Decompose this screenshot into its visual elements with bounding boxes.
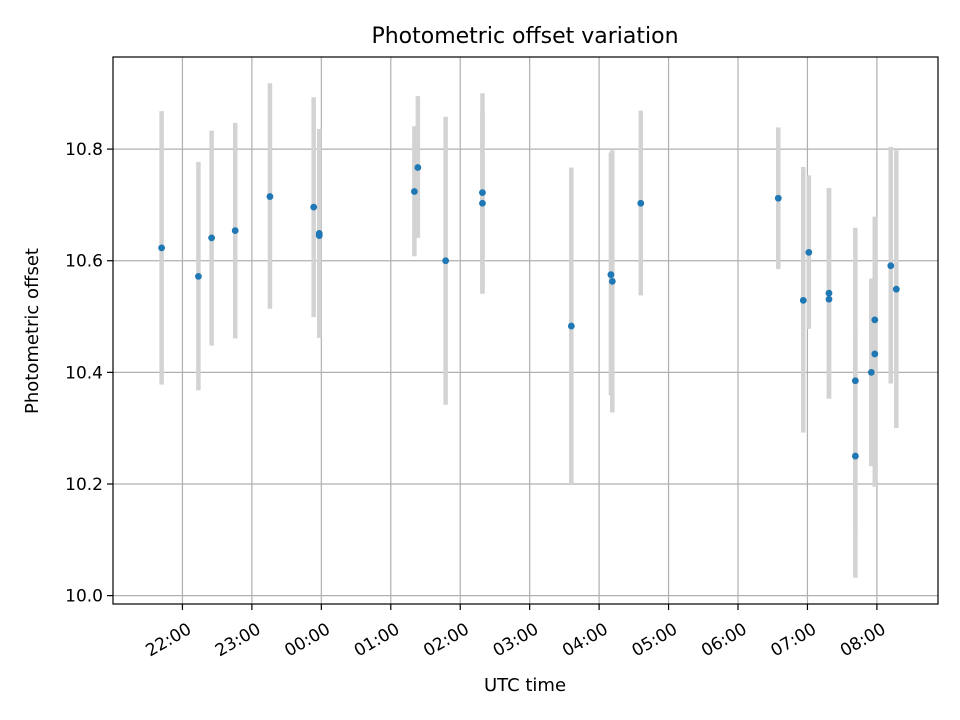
plot-frame <box>112 56 939 605</box>
y-tick-label: 10.2 <box>65 475 103 495</box>
data-point <box>310 203 318 211</box>
data-point <box>315 232 323 240</box>
data-point <box>887 262 895 270</box>
data-point <box>195 272 202 280</box>
data-point <box>266 193 274 200</box>
data-point <box>442 257 450 265</box>
data-point <box>825 295 833 303</box>
data-point <box>410 188 418 195</box>
y-axis: 10.0 10.2 10.4 10.6 10.8 <box>65 140 113 607</box>
y-tick-label: 10.0 <box>65 587 103 607</box>
y-tick-label: 10.8 <box>65 140 103 160</box>
data-point <box>892 285 900 293</box>
data-point <box>867 368 875 376</box>
data-point <box>851 452 859 460</box>
data-point <box>231 227 239 234</box>
data-point <box>607 271 615 279</box>
data-point <box>414 164 422 171</box>
data-point <box>158 244 166 252</box>
data-point <box>637 199 645 207</box>
x-axis-label: UTC time <box>484 675 566 696</box>
data-point <box>871 350 879 358</box>
data-points <box>158 164 900 460</box>
y-tick-label: 10.4 <box>65 363 103 383</box>
data-point <box>608 277 616 285</box>
y-axis-label: Photometric offset <box>22 248 43 414</box>
data-point <box>479 189 486 197</box>
data-point <box>799 296 807 304</box>
data-point <box>479 199 486 207</box>
chart-title: Photometric offset variation <box>371 24 678 49</box>
data-point <box>774 194 782 202</box>
data-point <box>851 377 859 385</box>
y-tick-label: 10.6 <box>65 252 103 272</box>
data-point <box>825 289 833 297</box>
grid <box>113 57 938 604</box>
data-point <box>567 322 575 330</box>
data-point <box>871 316 879 324</box>
data-point <box>208 234 216 242</box>
data-point <box>805 248 813 256</box>
